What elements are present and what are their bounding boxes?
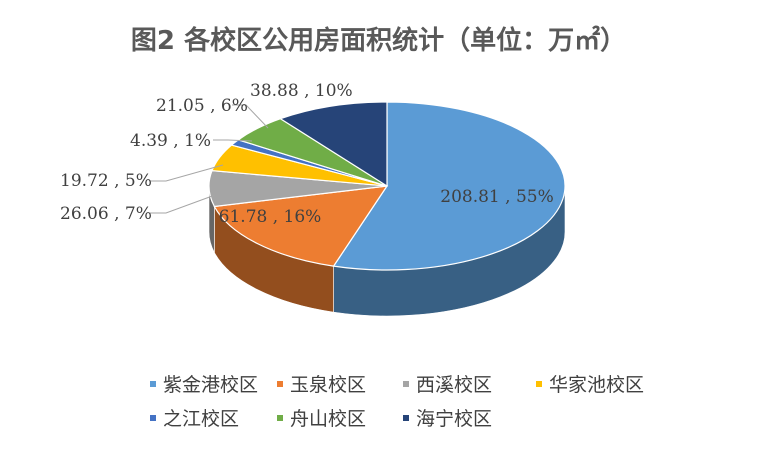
legend-swatch-3 xyxy=(403,380,409,387)
legend-swatch-2 xyxy=(277,380,283,387)
chart-title: 图2 各校区公用房面积统计（单位：万㎡） xyxy=(130,26,627,56)
data-label-7: 38.88 , 10% xyxy=(250,81,353,101)
data-label-2: 61.78 , 16% xyxy=(219,207,322,227)
legend-label-3: 西溪校区 xyxy=(416,374,493,396)
legend-swatch-6 xyxy=(277,414,283,421)
legend-label-4: 华家池校区 xyxy=(549,374,645,396)
legend-label-7: 海宁校区 xyxy=(416,408,493,430)
pie-slice-2 xyxy=(213,185,389,267)
legend: 紫金港校区 玉泉校区 西溪校区 华家池校区 之江校区 舟山校区 海宁校区 xyxy=(0,370,757,438)
legend-item-3: 西溪校区 xyxy=(403,370,492,397)
data-label-5: 4.39 , 1% xyxy=(130,131,211,151)
legend-label-1: 紫金港校区 xyxy=(163,374,259,396)
leader-line-4 xyxy=(150,164,224,182)
data-label-4: 19.72 , 5% xyxy=(60,171,152,191)
pie-slice-7 xyxy=(279,101,388,188)
legend-label-6: 舟山校区 xyxy=(290,408,367,430)
legend-label-2: 玉泉校区 xyxy=(290,374,367,396)
leader-line-6 xyxy=(232,104,269,129)
pie-slice-1 xyxy=(332,101,566,271)
legend-item-6: 舟山校区 xyxy=(277,404,366,431)
legend-item-4: 华家池校区 xyxy=(536,370,644,397)
legend-item-7: 海宁校区 xyxy=(403,404,492,431)
data-label-3: 26.06 , 7% xyxy=(60,204,152,224)
legend-item-2: 玉泉校区 xyxy=(277,370,366,397)
leader-line-3 xyxy=(150,194,216,214)
data-label-6: 21.05 , 6% xyxy=(156,96,248,116)
legend-swatch-4 xyxy=(536,380,542,387)
data-label-1: 208.81 , 55% xyxy=(440,187,553,207)
leader-line-5 xyxy=(213,139,253,142)
legend-label-5: 之江校区 xyxy=(163,408,240,430)
legend-item-5: 之江校区 xyxy=(150,404,239,431)
legend-swatch-5 xyxy=(150,414,156,421)
legend-swatch-1 xyxy=(150,380,156,387)
legend-item-1: 紫金港校区 xyxy=(150,370,258,397)
legend-swatch-7 xyxy=(403,414,409,421)
